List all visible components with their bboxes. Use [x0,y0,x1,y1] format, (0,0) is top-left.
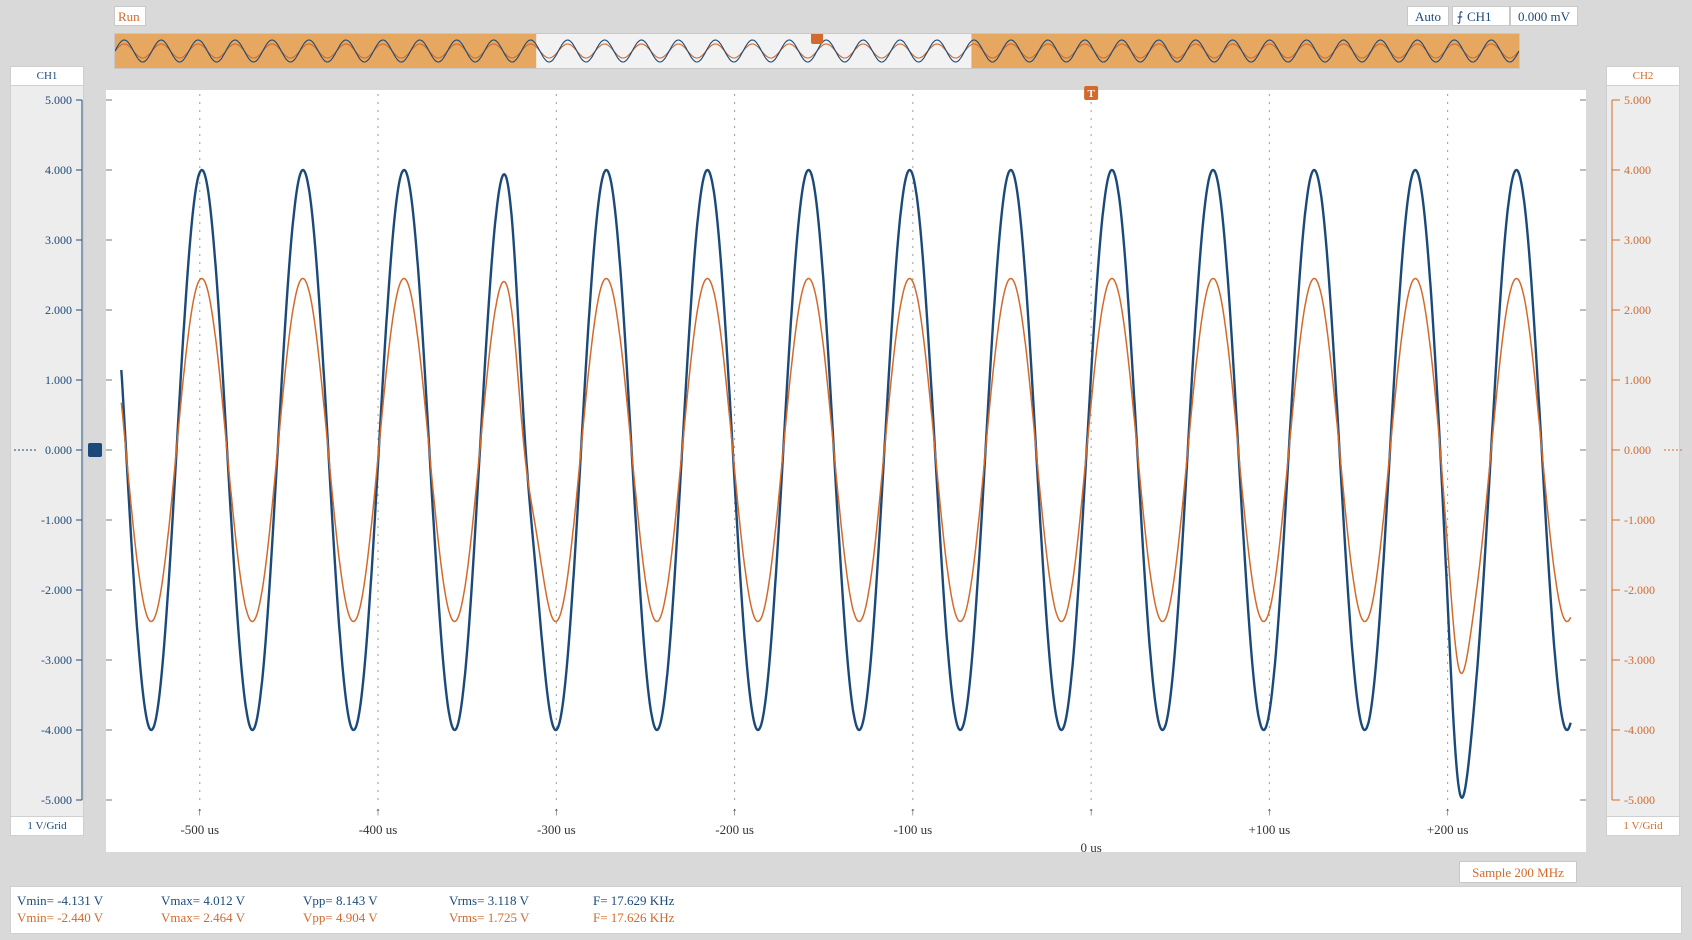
ch2-axis-panel: CH2 1 V/Grid [1606,66,1680,836]
ch2-vrms: Vrms= 1.725 V [449,910,530,925]
run-status-button[interactable]: Run [114,6,146,26]
overview-ch1-waveform [114,39,1520,63]
ch1-vrms: Vrms= 3.118 V [449,893,529,908]
measurement-panel: Vmin= -4.131 V Vmax= 4.012 V Vpp= 8.143 … [10,886,1682,934]
ch2-vpp: Vpp= 4.904 V [303,910,378,925]
overview-left-region [115,34,537,68]
trigger-source-button[interactable]: ⨍ CH1 [1452,6,1510,26]
ch1-axis-panel: CH1 1 V/Grid [10,66,84,836]
ch1-freq: F= 17.629 KHz [593,893,675,908]
x-axis-band [106,810,1586,852]
plot-area[interactable] [106,90,1586,810]
ch1-vpp: Vpp= 8.143 V [303,893,378,908]
overview-waveform [114,32,1520,68]
waveform-overview[interactable] [114,32,1520,69]
sample-rate-label: Sample 200 MHz [1459,861,1577,883]
trigger-mode-button[interactable]: Auto [1407,6,1449,26]
ch2-vmax: Vmax= 2.464 V [161,910,246,925]
ch1-vmax: Vmax= 4.012 V [161,893,246,908]
ch2-label[interactable]: CH2 [1607,67,1679,86]
overview-right-region [971,34,1519,68]
ch1-ground-marker [88,443,102,457]
ch1-label[interactable]: CH1 [11,67,83,86]
ch2-vmin: Vmin= -2.440 V [17,910,104,925]
ch2-scale[interactable]: 1 V/Grid [1607,816,1679,835]
trigger-source-label: CH1 [1467,9,1492,24]
rising-edge-icon: ⨍ [1456,10,1464,25]
trigger-level-field[interactable]: 0.000 mV [1510,6,1578,26]
ch2-freq: F= 17.626 KHz [593,910,675,925]
ch1-vmin: Vmin= -4.131 V [17,893,104,908]
ch1-scale[interactable]: 1 V/Grid [11,816,83,835]
overview-trigger-marker-icon [811,32,823,44]
